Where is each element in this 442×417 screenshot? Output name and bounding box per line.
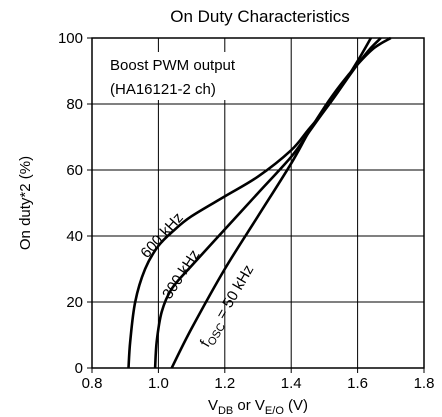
series-label-300khz: 300 kHz [159,247,203,302]
annotation-line-2: (HA16121-2 ch) [110,81,216,98]
series-label-50khz: fOSC = 50 kHz [197,262,260,351]
curves [127,36,392,369]
x-tick-label: 1.0 [148,375,169,392]
y-tick-label: 40 [66,228,83,245]
x-tick-label: 1.6 [347,375,368,392]
y-tick-labels: 0 20 40 60 80 100 [58,30,92,377]
fosc-rest: = 50 kHz [211,262,258,326]
y-axis-label: On duty*2 (%) [17,156,34,250]
series-line-fosc-50-khz [170,36,392,369]
y-tick-label: 60 [66,162,83,179]
x-tick-label: 0.8 [82,375,103,392]
annotation-box [104,52,269,100]
chart-title: On Duty Characteristics [170,7,350,26]
y-tick-label: 100 [58,30,83,47]
x-tick-label: 1.8 [414,375,435,392]
x-tick-labels: 0.8 1.0 1.2 1.4 1.6 1.8 [82,368,435,392]
y-tick-label: 20 [66,294,83,311]
y-tick-label: 80 [66,96,83,113]
plot-frame [91,37,425,369]
x-axis-label: VDB or VE/O (V) [208,397,308,417]
x-tick-label: 1.4 [281,375,302,392]
y-tick-label: 0 [75,360,83,377]
x-tick-label: 1.2 [214,375,235,392]
annotation-line-1: Boost PWM output [110,57,236,74]
